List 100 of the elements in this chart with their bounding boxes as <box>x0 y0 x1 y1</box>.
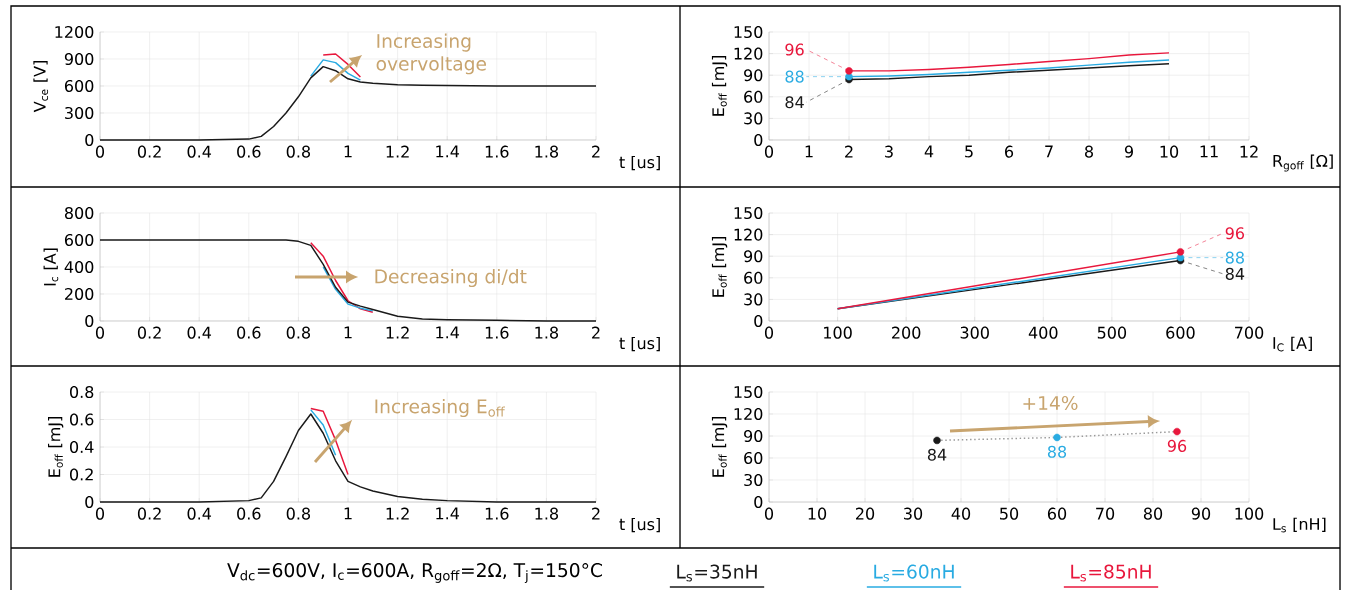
y-axis-title: E$_{off}$ [mJ] <box>711 237 728 297</box>
y-tick-label: 1200 <box>55 25 94 39</box>
x-tick-label: 2 <box>845 145 853 158</box>
x-tick-label: 0.2 <box>137 145 161 158</box>
text: L$_{s}$=85nH <box>1071 564 1151 582</box>
x-tick-label: 90 <box>1191 507 1211 520</box>
data-label: 96 <box>1225 227 1245 240</box>
x-tick-label: 300 <box>960 326 989 339</box>
x-tick-label: 2 <box>592 326 600 339</box>
x-tick-label: 400 <box>1028 326 1058 339</box>
y-axis-title: E$_{off}$ [mJ] <box>711 56 728 116</box>
y-tick-label: 30 <box>744 293 763 306</box>
y-tick-label: 400 <box>64 260 94 274</box>
x-tick-label: 0 <box>95 507 105 520</box>
x-axis-title: R$_{goff}$ [Ω] <box>1273 154 1333 172</box>
x-tick-label: 100 <box>1235 507 1264 520</box>
y-tick-label: 200 <box>65 287 94 301</box>
y-tick-label: 0 <box>754 314 763 328</box>
data-label: 96 <box>785 43 804 56</box>
x-tick-label: 1.2 <box>386 326 409 339</box>
x-tick-label: 700 <box>1235 326 1264 339</box>
y-tick-label: 30 <box>744 473 763 487</box>
y-tick-label: 120 <box>734 228 763 241</box>
x-tick-label: 4 <box>924 145 934 158</box>
x-tick-label: 1.4 <box>436 326 460 339</box>
x-tick-label: 0.2 <box>137 507 161 520</box>
y-tick-label: 300 <box>65 106 94 120</box>
data-label: 84 <box>785 96 804 109</box>
x-tick-label: 70 <box>1096 507 1115 520</box>
y-tick-label: 150 <box>734 25 763 39</box>
y-axis-title: V$_{ce}$ [V] <box>33 61 49 113</box>
data-label: 88 <box>1225 251 1244 264</box>
y-axis-title: I$_{c}$ [A] <box>43 248 59 286</box>
x-tick-label: 0.4 <box>187 326 212 339</box>
x-tick-label: 0.4 <box>187 145 212 158</box>
x-tick-label: 1.6 <box>485 326 509 339</box>
y-tick-label: 120 <box>734 47 763 60</box>
x-tick-label: 0.6 <box>237 145 261 158</box>
x-tick-label: 100 <box>824 326 852 339</box>
y-tick-label: 0.2 <box>70 468 93 481</box>
text: L$_{s}$=35nH <box>677 564 757 582</box>
x-axis-title: t [us] <box>619 517 660 533</box>
x-tick-label: 7 <box>1045 145 1053 158</box>
x-tick-label: 11 <box>1200 145 1218 158</box>
x-tick-label: 9 <box>1124 145 1133 158</box>
x-tick-label: 0 <box>764 507 774 520</box>
x-tick-label: 0 <box>95 326 105 339</box>
x-tick-label: 2 <box>592 145 600 158</box>
y-tick-label: 600 <box>64 233 94 247</box>
x-tick-label: 2 <box>592 507 600 520</box>
x-tick-label: 1.8 <box>535 145 559 158</box>
x-tick-label: 1 <box>344 507 352 520</box>
x-tick-label: 0.8 <box>286 145 311 158</box>
x-tick-label: 1 <box>344 326 352 339</box>
x-tick-label: 1.4 <box>436 507 460 520</box>
annotation: Decreasing di/dt <box>375 268 527 288</box>
x-tick-label: 1.2 <box>386 145 409 158</box>
x-tick-label: 0 <box>95 145 105 158</box>
annotation: Increasing E$_{off}$ <box>375 398 505 418</box>
x-axis-title: L$_{s}$ [nH] <box>1273 517 1326 533</box>
data-label: 84 <box>1225 267 1245 280</box>
annotation: +14% <box>1023 395 1078 411</box>
y-tick-label: 90 <box>744 69 763 82</box>
y-tick-label: 800 <box>64 206 94 220</box>
y-tick-label: 0.4 <box>70 440 94 454</box>
y-tick-label: 60 <box>744 451 763 465</box>
x-axis-title: t [us] <box>619 155 660 171</box>
x-tick-label: 0 <box>764 145 774 158</box>
y-axis-title: E$_{off}$ [mJ] <box>711 417 728 477</box>
x-tick-label: 0.6 <box>237 507 261 520</box>
x-tick-label: 1.6 <box>485 507 509 520</box>
y-tick-label: 30 <box>744 112 763 125</box>
x-tick-label: 6 <box>1005 145 1014 158</box>
x-tick-label: 50 <box>1000 507 1019 520</box>
x-tick-label: 0 <box>764 326 774 339</box>
x-tick-label: 1 <box>344 145 352 158</box>
x-tick-label: 0.2 <box>137 326 161 339</box>
x-tick-label: 3 <box>885 145 893 158</box>
y-tick-label: 120 <box>734 407 763 421</box>
data-label: 88 <box>785 70 804 83</box>
y-tick-label: 0 <box>85 133 94 147</box>
x-tick-label: 0.8 <box>286 326 311 339</box>
x-tick-label: 1.6 <box>485 145 509 158</box>
x-tick-label: 12 <box>1240 145 1258 158</box>
x-tick-label: 1.8 <box>535 507 559 520</box>
x-tick-label: 5 <box>965 145 973 158</box>
text: V$_{dc}$=600V, I$_{c}$=600A, R$_{goff}$=2Ω, T$_{j}$=150°C <box>227 563 602 583</box>
x-tick-label: 0.8 <box>286 507 311 520</box>
x-tick-label: 10 <box>1160 145 1179 158</box>
data-label: 96 <box>1167 439 1187 452</box>
x-tick-label: 1.4 <box>436 145 460 158</box>
x-tick-label: 1 <box>805 145 813 158</box>
y-tick-label: 150 <box>734 206 763 220</box>
x-tick-label: 30 <box>904 507 923 520</box>
y-tick-label: 600 <box>64 79 94 93</box>
annotation: Increasing overvoltage <box>376 33 487 75</box>
y-tick-label: 60 <box>744 271 763 284</box>
x-tick-label: 1.8 <box>535 326 559 339</box>
y-tick-label: 0 <box>754 133 763 147</box>
y-tick-label: 90 <box>744 250 763 263</box>
